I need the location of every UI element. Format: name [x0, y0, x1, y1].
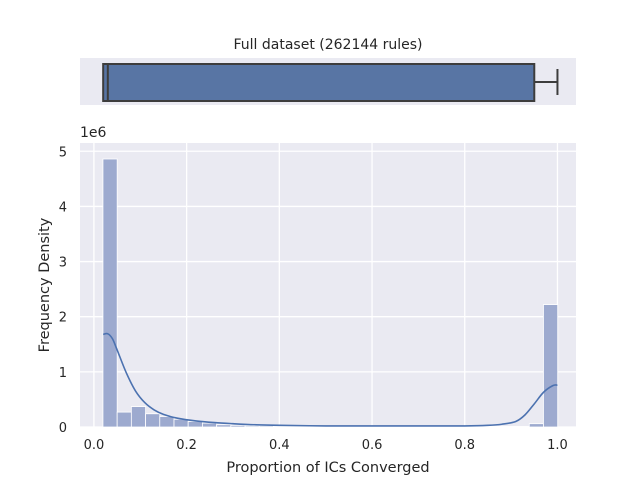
x-tick-label: 0.0: [84, 438, 105, 453]
histogram-bar: [116, 411, 132, 428]
histogram-background: [80, 143, 576, 427]
histogram-bar: [216, 424, 232, 428]
histogram-bar: [543, 304, 559, 428]
histogram-bars: [102, 158, 559, 428]
histogram-bar: [130, 406, 146, 428]
y-scale-label: 1e6: [80, 125, 107, 141]
histogram-bar: [514, 426, 530, 428]
histogram-bar: [486, 426, 502, 428]
histogram-bar: [102, 158, 118, 428]
histogram-bar: [202, 422, 218, 428]
y-tick-label: 1: [59, 366, 67, 381]
y-tick-labels: 0 1 2 3 4 5: [59, 145, 67, 436]
y-tick-label: 5: [59, 145, 67, 160]
y-tick-label: 2: [59, 311, 67, 326]
x-tick-label: 0.4: [269, 438, 290, 453]
boxplot-box: [102, 63, 536, 102]
histogram-bar: [187, 421, 203, 428]
x-axis-label: Proportion of ICs Converged: [226, 460, 429, 476]
boxplot-title: Full dataset (262144 rules): [233, 37, 422, 53]
histogram-bar: [244, 425, 260, 428]
histogram-bar: [230, 424, 246, 428]
y-tick-label: 0: [59, 421, 67, 436]
x-tick-label: 0.2: [176, 438, 197, 453]
boxplot-panel: Full dataset (262144 rules): [80, 37, 576, 105]
histogram-bar: [500, 426, 516, 428]
y-tick-label: 4: [59, 200, 67, 215]
histogram-bar: [287, 426, 303, 428]
histogram-bar: [159, 416, 175, 428]
histogram-bar: [528, 423, 544, 428]
kde-curve: [103, 332, 558, 427]
x-tick-label: 0.8: [454, 438, 475, 453]
x-tick-label: 0.6: [362, 438, 383, 453]
histogram-panel: 0.0 0.2 0.4 0.6 0.8 1.0 0 1 2 3 4 5 1e6 Proportion…: [37, 125, 576, 476]
y-tick-label: 3: [59, 256, 67, 271]
x-tick-label: 1.0: [547, 438, 568, 453]
histogram-bar: [258, 425, 274, 428]
y-axis-label: Frequency Density: [37, 217, 53, 352]
x-tick-labels: 0.0 0.2 0.4 0.6 0.8 1.0: [84, 438, 568, 453]
histogram-bar: [273, 426, 289, 428]
histogram-bar: [145, 413, 161, 428]
